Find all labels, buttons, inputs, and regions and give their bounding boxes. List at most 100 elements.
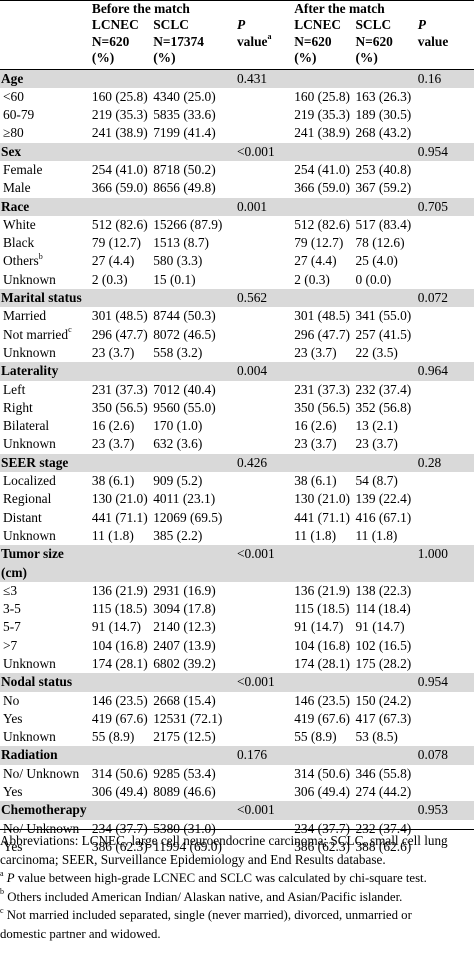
- cell-lcnec-before: 306 (49.4): [91, 784, 148, 800]
- cell-sclc-before: 2175 (12.5): [153, 729, 216, 745]
- cell-lcnec-after: 174 (28.1): [294, 656, 350, 671]
- section-empty-cell: [89, 801, 154, 820]
- row-label: Male: [3, 180, 31, 196]
- row-label: 3-5: [3, 601, 21, 617]
- section-title-continued: (cm): [0, 563, 90, 582]
- section-p-after: 0.954: [417, 673, 474, 692]
- section-empty-cell: [153, 69, 237, 88]
- cell-p-after-empty: [418, 234, 474, 252]
- cell-lcnec-after: 314 (50.6): [294, 765, 350, 781]
- cell-sclc-before: 15266 (87.9): [153, 216, 223, 232]
- cell-lcnec-after: 91 (14.7): [294, 619, 344, 635]
- cell-lcnec-after: 231 (37.3): [294, 381, 350, 397]
- cell-sclc-before: 8072 (46.5): [153, 326, 216, 342]
- table-row: <60 160 (25.8) 4340 (25.0) 160 (25.8) 163 (2…: [0, 88, 474, 106]
- cell-sclc-before: 8089 (46.6): [153, 784, 216, 800]
- cell-lcnec-before: 11 (1.8): [91, 527, 134, 543]
- cell-lcnec-before: 366 (59.0): [91, 180, 148, 196]
- cell-sclc-after: 175 (28.2): [355, 656, 412, 671]
- section-p-before: 0.001: [236, 197, 295, 216]
- cell-p-before-empty: [237, 600, 294, 618]
- table-row: 3-5 115 (18.5) 3094 (17.8) 115 (18.5) 114 (1…: [0, 600, 474, 618]
- cell-lcnec-before: 27 (4.4): [91, 253, 135, 269]
- cell-sclc-after: 367 (59.2): [355, 180, 412, 196]
- section-empty-cell: [294, 453, 356, 473]
- section-title: Age: [0, 69, 90, 88]
- cell-p-after-empty: [418, 637, 474, 655]
- section-empty-cell: [89, 142, 154, 161]
- section-empty-cell: [417, 563, 474, 582]
- cell-p-after-empty: [418, 783, 474, 801]
- cell-lcnec-after: 306 (49.4): [294, 784, 350, 800]
- section-empty-cell: [153, 545, 237, 564]
- cell-p-before-empty: [237, 472, 294, 490]
- cell-lcnec-after: 512 (82.6): [294, 216, 350, 232]
- row-label: Black: [3, 235, 35, 251]
- section-row: SEER stage 0.426 0.28: [0, 453, 474, 473]
- section-p-after: 0.16: [417, 69, 474, 88]
- cell-sclc-before: 2931 (16.9): [153, 582, 216, 598]
- cell-sclc-after: 232 (37.4): [355, 820, 412, 836]
- section-row: Chemotherapy <0.001 0.953: [0, 801, 474, 820]
- section-empty-cell: [294, 746, 356, 765]
- cell-lcnec-before: 38 (6.1): [91, 473, 135, 489]
- cell-sclc-before: 909 (5.2): [153, 473, 203, 489]
- table-row: No/ Unknown 234 (37.7) 5380 (31.0) 234 (37.…: [0, 820, 474, 838]
- cell-lcnec-after: 2 (0.3): [294, 271, 330, 287]
- table-row: Unknown 55 (8.9) 2175 (12.5) 55 (8.9) 53 (8.…: [0, 728, 474, 746]
- section-empty-cell: [294, 563, 356, 582]
- section-row: Nodal status <0.001 0.954: [0, 673, 474, 692]
- cell-sclc-after: 346 (55.8): [355, 765, 412, 781]
- cell-p-after-empty: [418, 435, 474, 453]
- section-p-after: 0.28: [417, 453, 474, 473]
- cell-lcnec-before: 314 (50.6): [91, 765, 148, 781]
- cell-lcnec-after: 79 (12.7): [294, 235, 344, 251]
- cell-sclc-before: 9560 (55.0): [153, 399, 216, 415]
- row-label: Bilateral: [3, 418, 50, 434]
- cell-p-after-empty: [418, 88, 474, 106]
- section-empty-cell: [355, 289, 418, 308]
- cell-lcnec-before: 2 (0.3): [91, 271, 128, 287]
- cell-lcnec-before: 91 (14.7): [91, 619, 141, 635]
- cell-lcnec-after: 130 (21.0): [294, 491, 350, 507]
- cell-p-after-empty: [418, 692, 474, 710]
- cell-lcnec-before: 231 (37.3): [91, 381, 148, 397]
- abbreviations-line-2: carcinoma; SEER, Surveillance Epidemiolo…: [0, 851, 386, 867]
- cell-p-before-empty: [237, 344, 294, 362]
- cell-sclc-after: 11 (1.8): [355, 527, 398, 543]
- cell-p-after-empty: [418, 179, 474, 197]
- table-row: Married 301 (48.5) 8744 (50.3) 301 (48.5) 34…: [0, 307, 474, 325]
- section-p-before: <0.001: [236, 801, 295, 820]
- cell-sclc-after: 274 (44.2): [355, 784, 412, 800]
- section-title: Race: [0, 197, 90, 216]
- cell-lcnec-after: 419 (67.6): [294, 710, 350, 726]
- section-row: Age 0.431 0.16: [0, 69, 474, 88]
- table-row: Yes 419 (67.6) 12531 (72.1) 419 (67.6) 417 (…: [0, 710, 474, 728]
- cell-lcnec-after: 23 (3.7): [294, 436, 337, 452]
- cell-sclc-before: 5380 (31.0): [153, 820, 216, 836]
- section-empty-cell: [89, 673, 154, 692]
- section-p-before: <0.001: [236, 545, 295, 564]
- cell-sclc-after: 23 (3.7): [355, 436, 398, 452]
- table-row: 5-7 91 (14.7) 2140 (12.3) 91 (14.7) 91 (14.7…: [0, 618, 474, 636]
- section-title: Chemotherapy: [0, 801, 90, 820]
- row-label: White: [3, 216, 36, 232]
- cell-p-before-empty: [237, 710, 294, 728]
- section-p-after: 1.000: [417, 545, 474, 564]
- header-sclc-before: SCLC N=17374 (%): [153, 17, 237, 70]
- table-row: Unknown 23 (3.7) 558 (3.2) 23 (3.7) 22 (3.5): [0, 344, 474, 362]
- cell-sclc-before: 7012 (40.4): [153, 381, 216, 397]
- table-row: Unknown 2 (0.3) 15 (0.1) 2 (0.3) 0 (0.0): [0, 271, 474, 289]
- section-empty-cell: [153, 362, 237, 381]
- cell-sclc-after: 257 (41.5): [355, 326, 412, 342]
- section-title: Sex: [0, 142, 90, 161]
- cell-sclc-after: 25 (4.0): [355, 253, 398, 269]
- section-empty-cell: [89, 563, 154, 582]
- row-label: No: [3, 692, 20, 708]
- cell-p-before-empty: [237, 509, 294, 527]
- cell-sclc-before: 6802 (39.2): [153, 656, 216, 671]
- section-p-after: 0.964: [417, 362, 474, 381]
- cell-lcnec-before: 419 (67.6): [91, 710, 148, 726]
- row-label: Unknown: [3, 344, 56, 360]
